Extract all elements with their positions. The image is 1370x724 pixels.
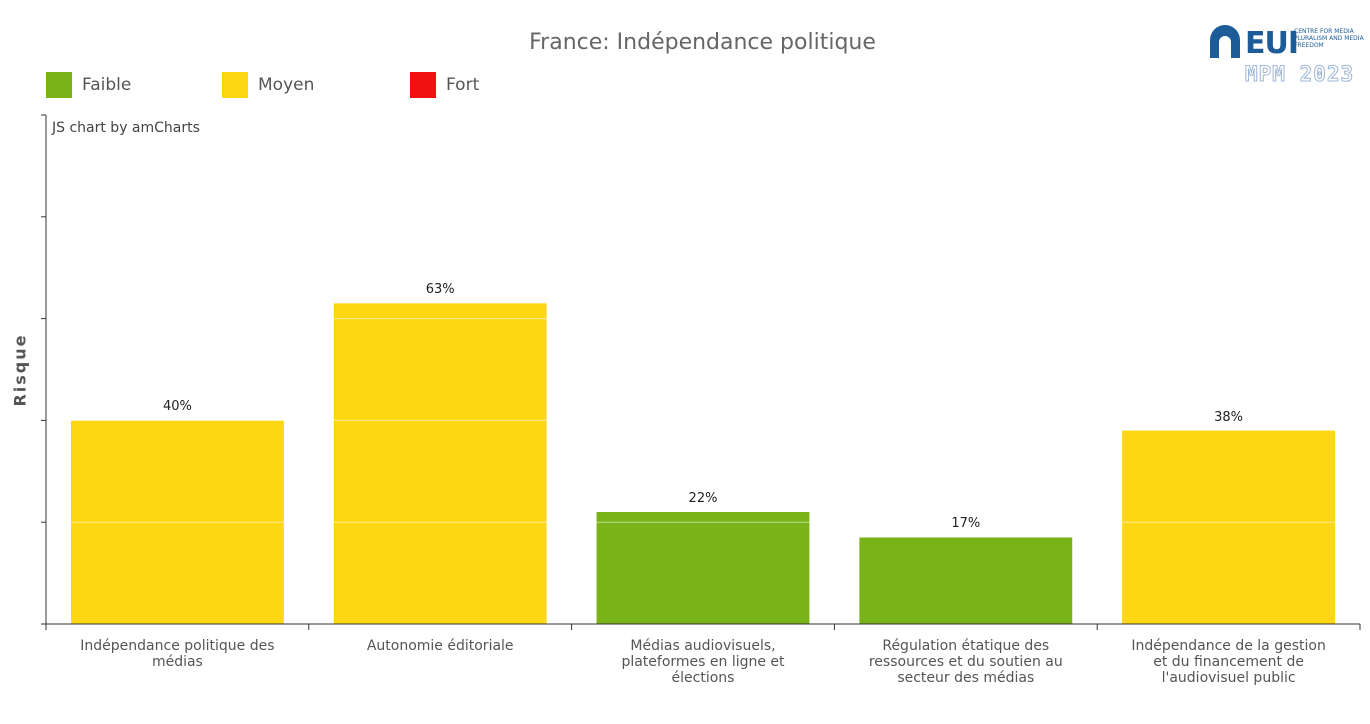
legend-swatch-fort [410,72,436,98]
x-axis-category-label: Indépendance de la gestion et du finance… [1131,638,1326,686]
bar-4[interactable] [859,537,1073,624]
eui-logo: EUI CENTRE FOR MEDIA PLURALISM AND MEDIA… [1205,18,1370,90]
bar-3[interactable] [596,512,810,624]
legend-label-faible: Faible [82,75,132,95]
eui-arch-icon [1210,25,1240,58]
x-axis-category-label: Indépendance politique des médias [80,638,275,670]
legend-swatch-moyen [222,72,248,98]
amcharts-credit-link[interactable]: JS chart by amCharts [52,120,200,136]
legend-label-moyen: Moyen [258,75,315,95]
bar-value-label: 40% [162,399,192,415]
legend-item-moyen[interactable]: Moyen [222,72,314,98]
chart-title: France: Indépendance politique [529,30,876,55]
bar-value-label: 22% [688,491,718,507]
bar-value-label: 38% [1214,409,1244,425]
bar-value-label: 17% [951,516,981,532]
x-axis-category-label: Régulation étatique des ressources et du… [868,638,1063,686]
legend-item-faible[interactable]: Faible [46,72,131,98]
eui-logo-subtitle: CENTRE FOR MEDIA PLURALISM AND MEDIA FRE… [1294,28,1364,49]
eui-logo-letters: EUI [1245,26,1299,61]
grid-layer [46,216,1360,523]
axis-layer [41,114,1361,630]
mpm-edition-label: MPM 2023 [1244,62,1355,87]
x-axis-category-label: Médias audiovisuels, plateformes en lign… [621,638,785,686]
legend-label-fort: Fort [446,75,480,95]
bars-layer [70,303,1336,624]
bar-value-label: 63% [425,282,455,298]
x-axis-category-label: Autonomie éditoriale [366,638,514,654]
legend-swatch-faible [46,72,72,98]
bar-2[interactable] [333,303,547,624]
legend-item-fort[interactable]: Fort [410,72,479,98]
bar-5[interactable] [1122,430,1336,624]
